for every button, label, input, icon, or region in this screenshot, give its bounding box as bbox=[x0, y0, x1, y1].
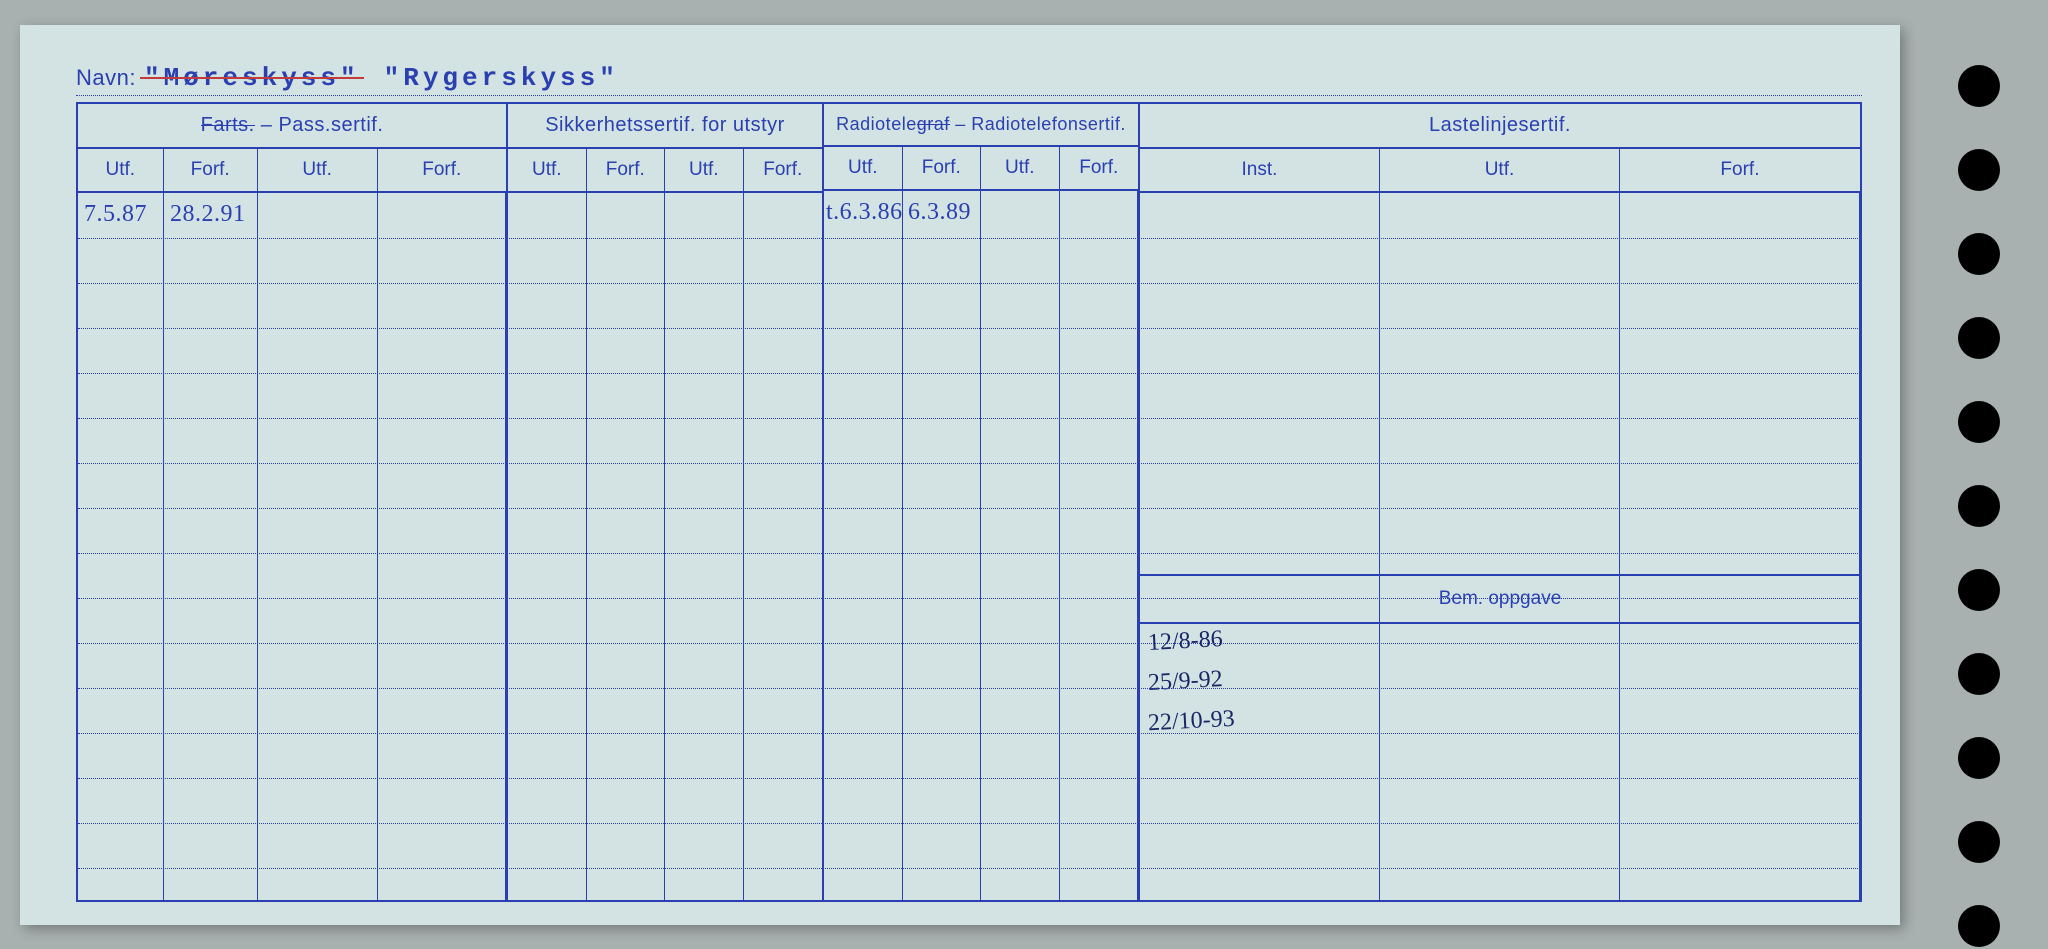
section-lastelinje: Lastelinjesertif. Inst. Utf. Forf. Bem. … bbox=[1140, 104, 1862, 900]
col-head-utf: Utf. bbox=[824, 147, 903, 189]
cell-value: 7.5.87 bbox=[84, 201, 147, 228]
col-head-row: Utf. Forf. Utf. Forf. bbox=[508, 149, 822, 193]
name-current: "Rygerskyss" bbox=[384, 63, 619, 93]
bem-note: 12/8-86 bbox=[1147, 626, 1223, 657]
section-head: Radiotelegraf – Radiotelefonsertif. bbox=[824, 104, 1138, 147]
cell-value: 28.2.91 bbox=[170, 201, 246, 228]
certificate-grid: Farts. – Pass.sertif. Utf. Forf. Utf. Fo… bbox=[76, 102, 1862, 902]
col-head-forf: Forf. bbox=[744, 149, 823, 191]
col-head-utf: Utf. bbox=[258, 149, 378, 191]
section-farts-pass: Farts. – Pass.sertif. Utf. Forf. Utf. Fo… bbox=[78, 104, 508, 900]
col-head-utf: Utf. bbox=[78, 149, 164, 191]
section-head: Farts. – Pass.sertif. bbox=[78, 104, 506, 149]
name-struck: "Møreskyss" bbox=[144, 63, 360, 93]
col-head-utf: Utf. bbox=[1380, 149, 1620, 191]
col-head-forf: Forf. bbox=[1060, 147, 1139, 189]
col-head-utf: Utf. bbox=[981, 147, 1060, 189]
cell-value: 6.3.89 bbox=[908, 199, 971, 226]
index-card: Navn: "Møreskyss" "Rygerskyss" Farts. – … bbox=[20, 25, 1900, 925]
cell-value: t.6.3.86 bbox=[826, 199, 903, 226]
section-head: Lastelinjesertif. bbox=[1140, 104, 1860, 149]
section-body bbox=[508, 193, 822, 900]
navn-label: Navn: bbox=[76, 65, 136, 91]
section-body: Bem. oppgave 12/8-86 25/9-92 22/10-93 bbox=[1140, 193, 1860, 900]
name-row: Navn: "Møreskyss" "Rygerskyss" bbox=[76, 63, 1862, 96]
section-body: 7.5.87 28.2.91 bbox=[78, 193, 506, 900]
bem-note: 22/10-93 bbox=[1147, 706, 1235, 737]
section-body: t.6.3.86 6.3.89 bbox=[824, 191, 1138, 900]
col-head-row: Utf. Forf. Utf. Forf. bbox=[824, 147, 1138, 191]
col-head-row: Utf. Forf. Utf. Forf. bbox=[78, 149, 506, 193]
col-head-forf: Forf. bbox=[587, 149, 666, 191]
col-head-inst: Inst. bbox=[1140, 149, 1380, 191]
col-head-utf: Utf. bbox=[508, 149, 587, 191]
section-radio: Radiotelegraf – Radiotelefonsertif. Utf.… bbox=[824, 104, 1140, 900]
col-head-forf: Forf. bbox=[903, 147, 982, 189]
section-sikkerhet: Sikkerhetssertif. for utstyr Utf. Forf. … bbox=[508, 104, 824, 900]
col-head-utf: Utf. bbox=[665, 149, 744, 191]
binder-holes bbox=[1958, 65, 2000, 947]
col-head-row: Inst. Utf. Forf. bbox=[1140, 149, 1860, 193]
col-head-forf: Forf. bbox=[378, 149, 506, 191]
col-head-forf: Forf. bbox=[1620, 149, 1860, 191]
section-head: Sikkerhetssertif. for utstyr bbox=[508, 104, 822, 149]
bem-note: 25/9-92 bbox=[1147, 666, 1223, 697]
bem-oppgave-label: Bem. oppgave bbox=[1140, 574, 1860, 624]
col-head-forf: Forf. bbox=[164, 149, 258, 191]
